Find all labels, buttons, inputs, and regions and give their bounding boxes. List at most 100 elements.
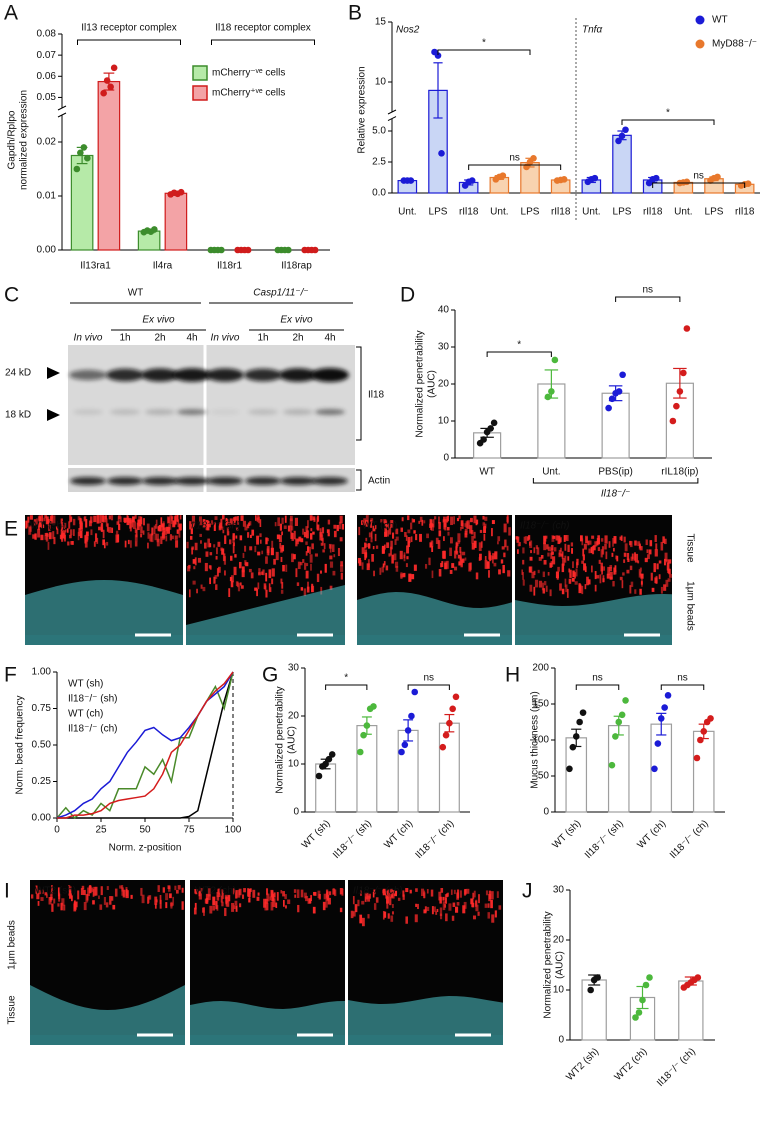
- bead-signal: [80, 522, 83, 532]
- bead-signal: [402, 894, 405, 900]
- bead-signal: [523, 536, 526, 544]
- bead-signal: [268, 569, 272, 579]
- bead-signal: [581, 560, 585, 564]
- bead-signal: [489, 555, 492, 561]
- bead-signal: [47, 541, 50, 550]
- bead-signal: [25, 520, 28, 529]
- bead-signal: [390, 520, 394, 528]
- y-tick-label: 10: [375, 77, 387, 88]
- bead-signal: [450, 889, 453, 895]
- bead-signal: [361, 520, 364, 525]
- bead-signal: [275, 551, 279, 561]
- legend-label: WT: [712, 15, 728, 26]
- bead-signal: [178, 530, 181, 538]
- bead-signal: [570, 542, 574, 547]
- bead-signal: [141, 894, 145, 904]
- bead-signal: [494, 551, 498, 560]
- bead-signal: [431, 546, 434, 552]
- bead-signal: [35, 885, 38, 894]
- bead-signal: [626, 552, 630, 561]
- bead-signal: [405, 563, 408, 568]
- bead-signal: [239, 535, 243, 541]
- bead-signal: [367, 895, 371, 902]
- bead-signal: [496, 891, 499, 898]
- bead-signal: [73, 900, 76, 909]
- bead-signal: [124, 540, 127, 548]
- bead-signal: [155, 519, 158, 525]
- legend-label: mCherry⁻ᵛᵉ cells: [212, 68, 285, 79]
- image-label: WT (ch): [362, 521, 397, 532]
- bead-signal: [37, 528, 41, 538]
- y-tick-label: 0: [443, 453, 449, 464]
- bead-signal: [138, 516, 142, 524]
- bead-signal: [256, 535, 260, 545]
- bead-signal: [57, 903, 60, 907]
- x-tick-label: LPS: [613, 207, 632, 218]
- bead-signal: [276, 534, 280, 540]
- bead-signal: [280, 556, 283, 563]
- bead-signal: [448, 903, 452, 911]
- bead-signal: [115, 530, 119, 535]
- bead-signal: [492, 553, 496, 560]
- bead-signal: [193, 907, 197, 915]
- bead-signal: [156, 538, 160, 547]
- bead-signal: [134, 534, 138, 542]
- bead-signal: [134, 528, 137, 533]
- bead-signal: [188, 589, 191, 598]
- bead-signal: [262, 569, 265, 576]
- bead-signal: [332, 570, 336, 576]
- bead-signal: [320, 586, 323, 595]
- y-tick-label: 0.0: [372, 188, 386, 199]
- bar: [581, 979, 607, 1041]
- bead-signal: [374, 525, 377, 530]
- bead-signal: [386, 530, 389, 537]
- blot-band: [244, 368, 282, 382]
- bead-signal: [582, 548, 585, 557]
- bead-signal: [379, 567, 382, 575]
- bead-signal: [541, 582, 545, 591]
- bead-signal: [227, 522, 230, 526]
- bead-signal: [85, 519, 88, 528]
- bead-signal: [194, 902, 197, 910]
- bead-signal: [302, 559, 305, 563]
- bead-signal: [266, 893, 270, 902]
- bead-signal: [584, 535, 588, 544]
- bead-signal: [454, 566, 458, 571]
- bead-signal: [578, 584, 582, 594]
- bead-signal: [438, 521, 441, 530]
- panel-letter: D: [400, 284, 415, 307]
- image-label: WT2 (ch): [195, 886, 236, 897]
- bead-signal: [623, 552, 627, 557]
- bead-signal: [443, 536, 445, 542]
- bead-signal: [601, 546, 605, 555]
- bead-signal: [583, 543, 587, 550]
- bead-signal: [159, 899, 162, 909]
- bead-signal: [634, 553, 639, 563]
- bead-signal: [224, 907, 227, 917]
- x-tick-label: Il18⁻/⁻ (ch): [414, 818, 457, 861]
- bead-signal: [170, 516, 173, 522]
- bead-signal: [160, 517, 163, 526]
- bead-signal: [128, 518, 132, 524]
- bead-signal: [295, 538, 298, 547]
- bead-signal: [545, 585, 548, 592]
- bead-signal: [644, 557, 648, 563]
- data-point: [714, 173, 721, 181]
- bead-signal: [37, 901, 40, 906]
- bead-signal: [108, 515, 112, 520]
- bead-signal: [225, 900, 228, 907]
- bead-signal: [637, 541, 641, 546]
- bead-signal: [176, 529, 179, 534]
- blot-band: [73, 409, 103, 415]
- bead-signal: [500, 559, 504, 564]
- bead-signal: [410, 536, 413, 543]
- bead-signal: [446, 526, 450, 531]
- bead-signal: [447, 892, 449, 897]
- bead-signal: [588, 540, 592, 545]
- x-tick-label: PBS(ip): [598, 467, 632, 478]
- data-point: [84, 154, 91, 162]
- bead-signal: [163, 527, 166, 532]
- bead-signal: [257, 582, 260, 590]
- bead-signal: [186, 541, 189, 549]
- bead-signal: [327, 532, 330, 537]
